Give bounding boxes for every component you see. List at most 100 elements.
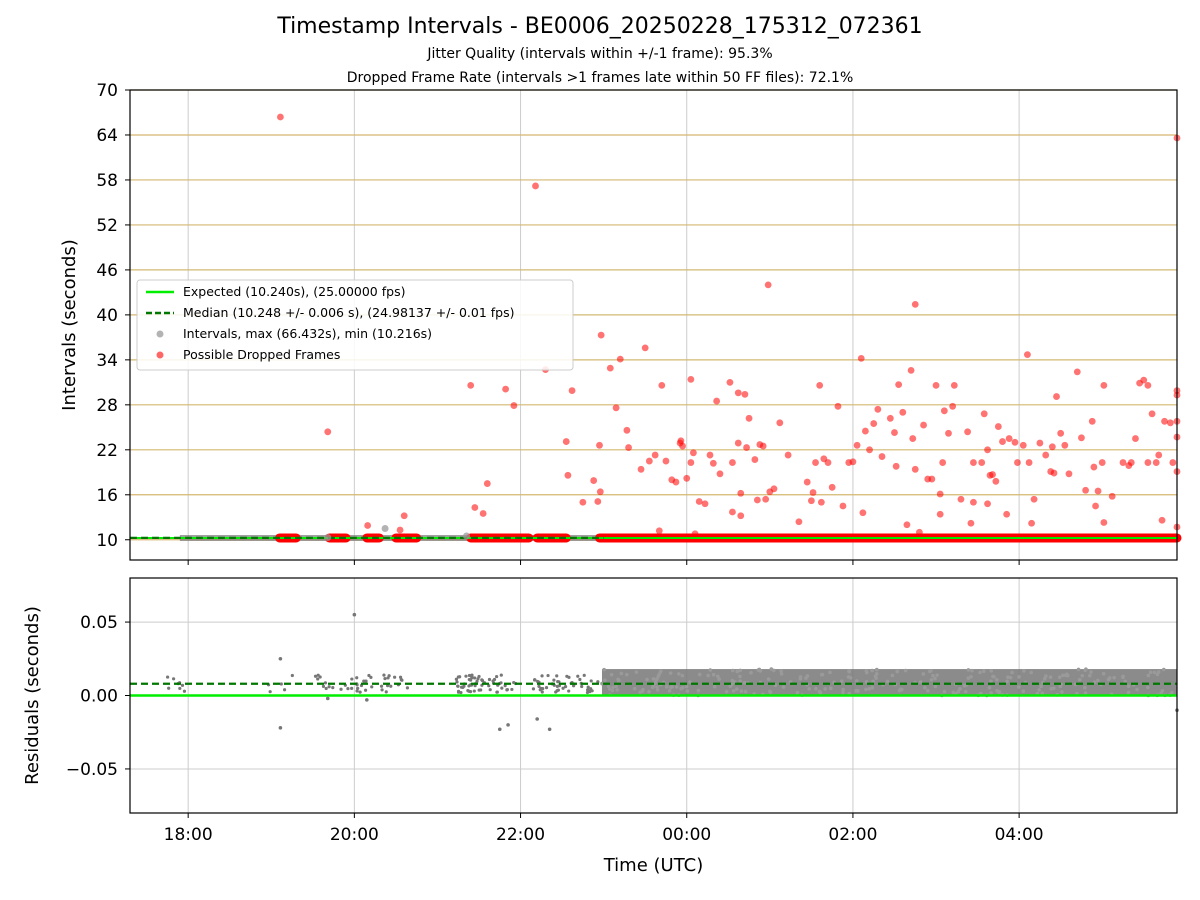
top-y-axis-label: Intervals (seconds)	[59, 239, 80, 411]
dropped-frame-point	[807, 497, 815, 505]
top-ytick-label: 10	[96, 531, 118, 551]
top-ytick-label: 16	[96, 486, 118, 506]
dropped-frame-point	[729, 459, 736, 466]
residual-point	[1017, 685, 1021, 689]
residual-point	[1022, 669, 1026, 673]
residual-point	[956, 689, 961, 694]
dropped-frame-point	[1082, 486, 1089, 494]
residual-point	[379, 684, 384, 688]
dropped-frame-point	[590, 477, 598, 484]
residual-point	[492, 677, 497, 682]
dropped-frame-point	[907, 366, 915, 374]
residual-point	[1010, 670, 1014, 675]
dropped-frame-point	[984, 446, 991, 454]
residual-point	[890, 673, 895, 678]
residual-point	[1021, 689, 1026, 694]
legend-expected-label: Expected (10.240s), (25.00000 fps)	[183, 284, 405, 299]
dropped-frame-point	[1019, 441, 1027, 449]
residual-point	[933, 684, 938, 689]
dropped-frame-point	[623, 426, 631, 434]
residual-point	[1089, 670, 1093, 674]
residual-point	[1121, 674, 1125, 679]
dropped-frame-point	[886, 414, 894, 422]
dropped-frame-point	[679, 442, 686, 450]
residual-point	[567, 689, 571, 693]
dropped-frame-point	[502, 385, 509, 393]
dropped-frame-point	[984, 500, 991, 508]
dropped-frame-point	[745, 414, 753, 422]
residual-point	[749, 670, 753, 675]
residual-point	[1017, 675, 1021, 679]
dropped-frame-point	[751, 456, 759, 463]
dropped-frame-point	[1140, 376, 1148, 384]
dropped-frame-point	[709, 459, 717, 467]
dropped-frame-point	[532, 182, 539, 190]
residual-point	[589, 679, 593, 683]
top-ytick-label: 70	[96, 81, 118, 101]
residual-point	[603, 678, 607, 683]
residual-point	[178, 686, 182, 691]
residual-point	[324, 686, 328, 691]
residual-point	[454, 677, 458, 681]
dropped-frame-point	[651, 451, 659, 459]
residual-point	[590, 689, 594, 693]
dropped-frame-point	[939, 459, 947, 466]
residual-point	[667, 688, 672, 693]
residual-point	[735, 669, 740, 674]
dropped-frame-point	[596, 488, 604, 496]
dropped-frame-point	[483, 480, 491, 487]
dropped-frame-point	[1148, 410, 1156, 418]
residual-point	[576, 674, 580, 678]
residual-point	[510, 687, 514, 692]
residual-point	[1039, 684, 1043, 689]
dropped-frame-point	[999, 438, 1006, 445]
residual-point	[1096, 678, 1100, 683]
legend-intervals-label: Intervals, max (66.432s), min (10.216s)	[183, 326, 432, 341]
bottom-xtick-label: 18:00	[164, 825, 213, 845]
dropped-frame-point	[903, 521, 911, 529]
residual-point	[696, 688, 701, 693]
residual-point	[679, 686, 683, 691]
residual-point	[538, 688, 542, 692]
dropped-frame-point	[940, 407, 948, 415]
residual-point	[382, 673, 386, 677]
residual-point	[1160, 689, 1165, 693]
residual-point	[989, 691, 993, 695]
residual-point	[544, 686, 549, 690]
top-ytick-label: 40	[96, 306, 118, 326]
residual-point	[730, 668, 735, 673]
dropped-frame-point	[1003, 510, 1011, 518]
dropped-frame-point	[396, 526, 404, 534]
residual-point	[841, 690, 845, 695]
dropped-frame-point	[683, 474, 691, 482]
residual-point	[716, 674, 720, 679]
residual-point	[935, 673, 939, 677]
residual-point	[625, 672, 629, 677]
dropped-frame-point	[637, 465, 645, 473]
residual-point	[554, 690, 558, 694]
legend-dropped-swatch	[156, 351, 164, 359]
residual-point	[933, 676, 937, 681]
residual-point	[817, 689, 822, 694]
residual-point	[655, 685, 659, 689]
dropped-frame-point	[957, 495, 965, 503]
residual-point	[367, 673, 371, 678]
dropped-frame-point	[824, 459, 832, 466]
residual-point	[779, 669, 783, 673]
residual-point	[1170, 690, 1174, 695]
residual-point	[688, 680, 692, 684]
residual-point	[779, 672, 784, 676]
dropped-frame-point	[1155, 451, 1163, 459]
residual-point	[546, 673, 550, 678]
dropped-frame-point	[677, 437, 685, 445]
dropped-frame-point	[701, 500, 709, 508]
top-panel-data	[130, 113, 1182, 543]
residual-point	[346, 687, 350, 691]
residual-point	[1060, 690, 1064, 694]
residual-point	[1162, 667, 1166, 672]
residual-point	[495, 690, 499, 694]
residual-point	[1040, 691, 1045, 696]
residual-point	[171, 677, 176, 681]
residual-point	[903, 668, 908, 673]
dropped-frame-point	[594, 498, 602, 505]
